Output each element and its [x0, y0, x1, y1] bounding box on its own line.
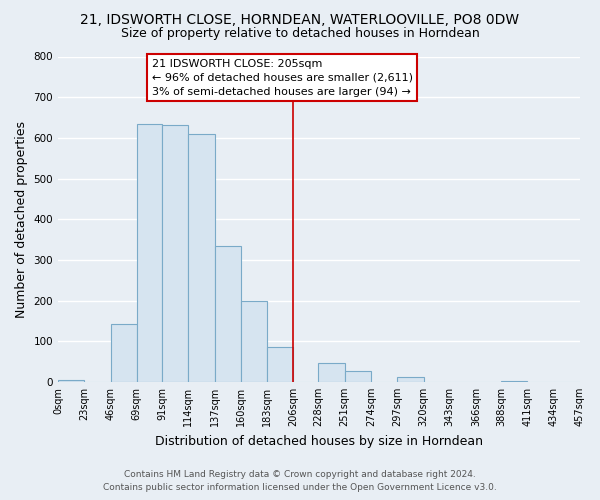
Bar: [397, 376, 424, 382]
Bar: [241, 300, 267, 382]
Text: Contains HM Land Registry data © Crown copyright and database right 2024.
Contai: Contains HM Land Registry data © Crown c…: [103, 470, 497, 492]
Bar: [267, 348, 293, 382]
X-axis label: Distribution of detached houses by size in Horndean: Distribution of detached houses by size …: [155, 434, 483, 448]
Bar: [319, 363, 345, 382]
Bar: [215, 246, 241, 382]
Bar: [162, 125, 188, 382]
Y-axis label: Number of detached properties: Number of detached properties: [15, 120, 28, 318]
Bar: [345, 370, 371, 382]
Bar: [137, 124, 162, 382]
Text: 21 IDSWORTH CLOSE: 205sqm
← 96% of detached houses are smaller (2,611)
3% of sem: 21 IDSWORTH CLOSE: 205sqm ← 96% of detac…: [152, 58, 413, 96]
Text: Size of property relative to detached houses in Horndean: Size of property relative to detached ho…: [121, 28, 479, 40]
Text: 21, IDSWORTH CLOSE, HORNDEAN, WATERLOOVILLE, PO8 0DW: 21, IDSWORTH CLOSE, HORNDEAN, WATERLOOVI…: [80, 12, 520, 26]
Bar: [501, 380, 527, 382]
Bar: [188, 134, 215, 382]
Bar: [110, 324, 137, 382]
Bar: [58, 380, 85, 382]
